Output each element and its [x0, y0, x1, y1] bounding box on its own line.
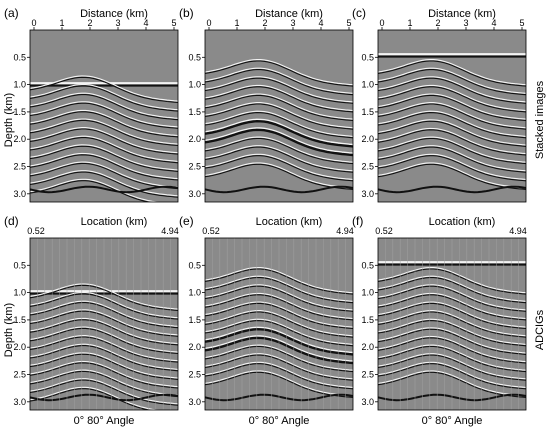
x-tick-label: 0.52: [27, 226, 45, 236]
x-tick-label: 0.52: [202, 226, 220, 236]
panel-e: (e) Location (km) 0.52 4.94 0° 80° Angle 0.5 1…: [179, 214, 354, 427]
y-tick-label: 0.5: [188, 260, 201, 270]
x-tick-label: 4.94: [509, 226, 527, 236]
x-axis-title: Distance (km): [428, 8, 496, 20]
side-label-stacked-images: Stacked images: [534, 80, 546, 159]
y-tick-label: 0.5: [361, 52, 374, 62]
y-tick-label: 3.0: [361, 189, 374, 199]
y-tick-label: 3.0: [361, 397, 374, 407]
x-tick-label: 5: [519, 18, 524, 28]
panel-letter: (b): [179, 6, 194, 20]
y-axis-title-bottom: Depth (km): [3, 303, 15, 357]
panel-frame: [204, 29, 354, 203]
x-axis-title: Location (km): [256, 216, 323, 228]
x-axis-title: Location (km): [81, 216, 148, 228]
side-label-adcigs: ADCIGs: [534, 309, 546, 350]
x-tick-label: 1: [407, 18, 412, 28]
panel-a: (a) Distance (km) 0 1 2 3 4 5 0.5 1.0 1.5 2.0 2.5 3.0: [4, 6, 179, 203]
y-tick-label: 3.0: [188, 397, 201, 407]
panel-letter: (e): [179, 214, 194, 228]
y-tick-label: 2.0: [188, 134, 201, 144]
panel-frame: [29, 29, 179, 203]
y-tick-label: 1.0: [361, 288, 374, 298]
y-tick-label: 1.5: [188, 107, 201, 117]
x-tick-label: 1: [234, 18, 239, 28]
panel-f: (f) Location (km) 0.52 4.94 0° 80° Angle 0.5 1…: [352, 214, 527, 427]
y-tick-label: 2.0: [13, 134, 26, 144]
x-tick-label: 3: [290, 18, 295, 28]
y-tick-label: 2.5: [13, 162, 26, 172]
y-axis-title-top: Depth (km): [3, 93, 15, 147]
x-tick-label: 0.52: [375, 226, 393, 236]
y-tick-label: 1.0: [188, 80, 201, 90]
angle-label: 0° 80° Angle: [249, 415, 310, 427]
x-tick-label: 1: [59, 18, 64, 28]
panel-letter: (f): [352, 214, 363, 228]
panel-frame: [29, 237, 179, 411]
y-tick-label: 3.0: [13, 189, 26, 199]
y-tick-label: 1.0: [13, 288, 26, 298]
x-tick-label: 4.94: [161, 226, 179, 236]
x-tick-label: 4: [143, 18, 148, 28]
panel-frame: [377, 237, 527, 411]
y-tick-label: 1.5: [13, 315, 26, 325]
y-tick-label: 1.5: [188, 315, 201, 325]
y-tick-label: 2.0: [188, 342, 201, 352]
y-tick-label: 3.0: [13, 397, 26, 407]
panel-letter: (a): [4, 6, 19, 20]
y-tick-label: 2.0: [13, 342, 26, 352]
x-tick-label: 0: [206, 18, 211, 28]
panel-letter: (c): [352, 6, 366, 20]
y-tick-label: 1.0: [361, 80, 374, 90]
panel-b: (b) Distance (km) 0 1 2 3 4 5 0.5 1.0 1.5 2.0 2.5 3.0: [179, 6, 354, 203]
x-axis-title: Distance (km): [255, 8, 323, 20]
y-tick-label: 2.5: [188, 370, 201, 380]
x-axis-title: Distance (km): [80, 8, 148, 20]
x-tick-label: 2: [87, 18, 92, 28]
angle-label: 0° 80° Angle: [74, 415, 135, 427]
x-tick-label: 5: [171, 18, 176, 28]
panel-frame: [204, 237, 354, 411]
angle-label: 0° 80° Angle: [422, 415, 483, 427]
x-tick-label: 0: [31, 18, 36, 28]
y-tick-label: 1.5: [13, 107, 26, 117]
y-tick-label: 0.5: [13, 52, 26, 62]
x-tick-label: 5: [346, 18, 351, 28]
panel-c: (c) Distance (km) 0 1 2 3 4 5 0.5 1.0 1.5 2.0 2.5 3.0: [352, 6, 527, 203]
y-tick-label: 0.5: [188, 52, 201, 62]
y-tick-label: 2.5: [361, 370, 374, 380]
x-tick-label: 3: [463, 18, 468, 28]
panel-d: (d) Location (km) 0.52 4.94 0° 80° Angle 0.5 1…: [4, 214, 179, 427]
panel-letter: (d): [4, 214, 19, 228]
panel-frame: [377, 29, 527, 203]
y-tick-label: 1.0: [13, 80, 26, 90]
x-tick-label: 4: [491, 18, 496, 28]
x-tick-label: 0: [379, 18, 384, 28]
y-tick-label: 2.5: [361, 162, 374, 172]
y-tick-label: 2.0: [361, 342, 374, 352]
y-tick-label: 2.5: [188, 162, 201, 172]
y-tick-label: 2.0: [361, 134, 374, 144]
y-tick-label: 0.5: [13, 260, 26, 270]
x-tick-label: 3: [115, 18, 120, 28]
y-tick-label: 1.0: [188, 288, 201, 298]
x-tick-label: 4.94: [336, 226, 354, 236]
x-tick-label: 4: [318, 18, 323, 28]
y-tick-label: 0.5: [361, 260, 374, 270]
y-tick-label: 1.5: [361, 107, 374, 117]
y-tick-label: 2.5: [13, 370, 26, 380]
y-tick-label: 1.5: [361, 315, 374, 325]
x-axis-title: Location (km): [429, 216, 496, 228]
y-tick-label: 3.0: [188, 189, 201, 199]
x-tick-label: 2: [262, 18, 267, 28]
x-tick-label: 2: [435, 18, 440, 28]
